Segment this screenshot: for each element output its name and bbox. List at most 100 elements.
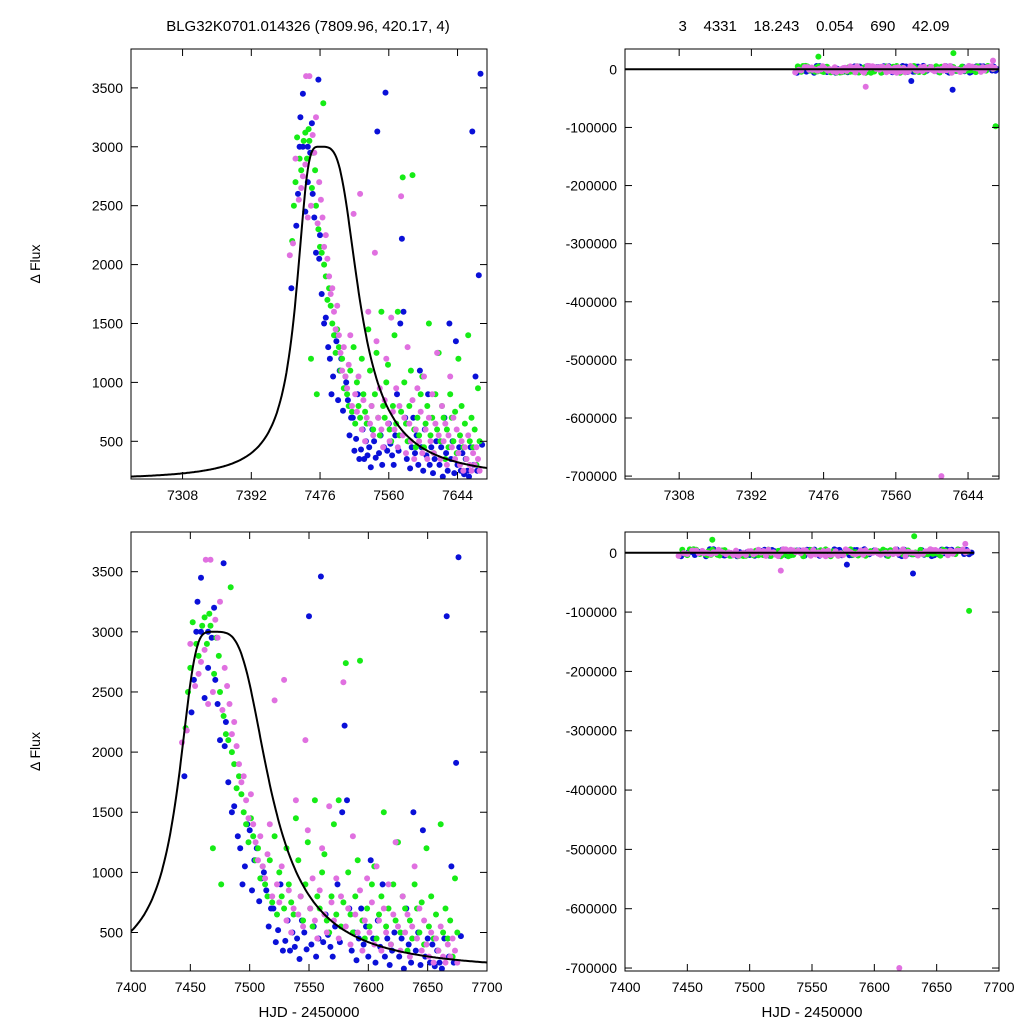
series-3-point: [395, 923, 401, 930]
series-2-point: [380, 403, 387, 409]
series-1-point: [371, 438, 378, 445]
series-2-point: [340, 899, 347, 906]
series-2-point: [465, 332, 472, 339]
series-2-point: [378, 308, 385, 315]
series-3-point: [308, 202, 314, 209]
series-3-point: [238, 779, 245, 786]
series-3-point: [433, 935, 439, 942]
outlier-point: [992, 123, 999, 130]
series-2-point: [418, 899, 425, 906]
series-3-point: [250, 821, 257, 828]
series-1-point: [415, 461, 422, 468]
outlier-point: [777, 567, 784, 574]
series-3-point: [192, 683, 199, 689]
x-tick-label: 7644: [952, 487, 983, 503]
series-2-point: [428, 893, 435, 900]
series-2-point: [376, 432, 383, 439]
series-3-point: [378, 947, 385, 954]
series-3-point: [445, 432, 452, 439]
series-2-point: [362, 408, 369, 415]
series-3-point: [368, 403, 375, 409]
series-1-point: [344, 797, 350, 804]
series-1-point: [390, 461, 397, 468]
series-2-point: [231, 761, 238, 768]
series-3-point: [333, 875, 340, 882]
series-1-point: [296, 956, 303, 962]
series-1-point: [351, 447, 358, 454]
series-1-point: [400, 965, 407, 971]
series-1-point: [358, 446, 364, 453]
series-1-point: [201, 695, 208, 701]
series-3-point: [329, 285, 336, 292]
series-2-point: [390, 881, 397, 888]
series-1-point: [265, 923, 272, 930]
series-1-point: [428, 444, 435, 451]
series-2-point: [294, 134, 301, 141]
series-3-point: [311, 917, 318, 924]
series-1-point: [358, 905, 365, 912]
series-1-point: [360, 941, 367, 948]
series-2-point: [352, 420, 359, 427]
series-3-point: [344, 385, 351, 392]
series-2-point: [392, 917, 399, 924]
series-1-point: [443, 613, 450, 620]
series-3-point: [406, 953, 413, 960]
series-2-point: [458, 403, 465, 409]
series-2-point: [225, 737, 232, 744]
series-3-point: [391, 426, 398, 433]
series-1-point: [356, 456, 363, 462]
series-2-point: [367, 367, 373, 374]
series-3-point: [406, 420, 413, 427]
series-1-point: [469, 128, 476, 135]
y-tick-label: -300000: [566, 723, 618, 739]
series-2-point: [308, 355, 314, 362]
y-tick-label: 2000: [92, 744, 123, 760]
series-3-point: [292, 155, 299, 162]
series-1-point: [410, 809, 417, 816]
series-2-point: [461, 420, 468, 427]
series-1-point: [453, 759, 460, 766]
series-3-point: [207, 556, 214, 563]
series-3-point: [440, 438, 447, 445]
series-3-point: [401, 414, 408, 421]
series-3-point: [247, 791, 254, 798]
series-2-point: [319, 869, 326, 876]
series-2-point: [452, 875, 458, 882]
series-2-point: [328, 893, 335, 900]
series-1-point: [397, 320, 404, 327]
series-3-point: [365, 308, 372, 315]
series-1-point: [392, 432, 399, 439]
series-1-point: [241, 863, 248, 870]
series-2-point: [425, 320, 432, 327]
plot-frame: [130, 531, 488, 972]
series-1-point: [394, 391, 400, 398]
outlier-point: [950, 50, 957, 57]
series-3-point: [442, 959, 449, 966]
x-tick-label: 7650: [412, 979, 443, 995]
series-1-point: [279, 947, 286, 954]
y-tick-label: 1000: [92, 374, 123, 390]
series-3-point: [476, 467, 483, 474]
series-2-point: [274, 911, 280, 918]
series-2-point: [262, 881, 269, 888]
series-2-point: [425, 923, 432, 930]
x-axis-label: HJD - 2450000: [762, 1004, 863, 1021]
series-2-point: [407, 367, 414, 374]
series-2-point: [290, 911, 297, 918]
series-1-point: [295, 190, 301, 197]
series-2-point: [201, 614, 208, 621]
series-1-point: [472, 373, 479, 380]
series-1-point: [190, 676, 197, 683]
series-1-point: [287, 947, 293, 954]
series-2-point: [296, 155, 303, 162]
series-1-point: [444, 467, 451, 474]
series-2-point: [443, 426, 450, 433]
model-curve: [131, 145, 487, 478]
series-1-point: [396, 953, 403, 960]
series-1-point: [335, 397, 342, 404]
series-2-point: [317, 243, 323, 250]
series-2-point: [314, 893, 321, 900]
series-3-point: [202, 556, 209, 563]
series-1-point: [212, 676, 219, 683]
